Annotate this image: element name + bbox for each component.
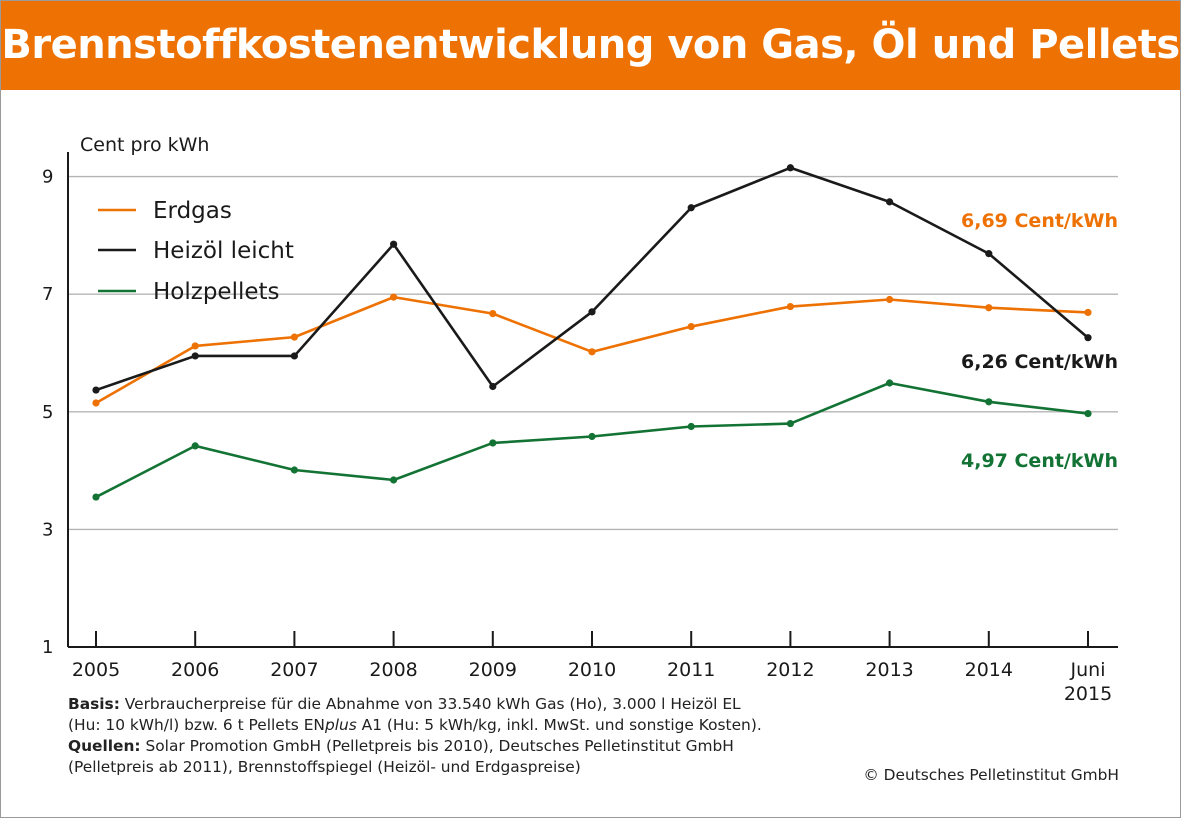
x-tick-label-3: 2008 (369, 659, 417, 681)
y-tick-label-7: 7 (42, 284, 53, 305)
legend-label-holzpellets: Holzpellets (153, 279, 280, 305)
data-point-erdgas-4 (489, 310, 497, 318)
x-tick-label-10-line1: 2015 (1064, 683, 1112, 705)
data-point-heiz-l-leicht-1 (191, 352, 199, 360)
end-label-holzpellets: 4,97 Cent/kWh (961, 450, 1118, 472)
data-point-erdgas-2 (290, 333, 298, 341)
x-tick-label-7: 2012 (766, 659, 814, 681)
basis-text-2a: (Hu: 10 kWh/l) bzw. 6 t Pellets EN (68, 716, 325, 734)
legend-label-heiz-l-leicht: Heizöl leicht (153, 238, 294, 264)
basis-line-1: Basis: Verbraucherpreise für die Abnahme… (68, 694, 848, 715)
end-label-erdgas: 6,69 Cent/kWh (961, 210, 1118, 232)
data-point-heiz-l-leicht-3 (390, 240, 398, 248)
x-tick-label-8: 2013 (865, 659, 913, 681)
data-point-erdgas-0 (92, 399, 100, 407)
data-point-heiz-l-leicht-9 (985, 250, 993, 258)
data-point-heiz-l-leicht-10 (1084, 334, 1092, 342)
data-point-heiz-l-leicht-0 (92, 386, 100, 394)
data-point-holzpellets-9 (985, 398, 993, 406)
data-point-holzpellets-5 (588, 432, 596, 441)
data-point-erdgas-7 (786, 302, 795, 311)
basis-label: Basis: (68, 695, 120, 713)
data-point-erdgas-3 (390, 293, 398, 301)
sources-text-1: Solar Promotion GmbH (Pelletpreis bis 20… (145, 737, 734, 755)
y-tick-label-9: 9 (42, 167, 53, 188)
chart-title: Brennstoffkostenentwicklung von Gas, Öl … (1, 22, 1180, 68)
legend-label-erdgas: Erdgas (153, 198, 232, 224)
data-point-erdgas-1 (191, 342, 199, 350)
basis-text-1: Verbraucherpreise für die Abnahme von 33… (124, 695, 741, 713)
data-point-erdgas-8 (886, 295, 894, 304)
basis-line-2: (Hu: 10 kWh/l) bzw. 6 t Pellets ENplus A… (68, 715, 848, 736)
data-point-heiz-l-leicht-4 (489, 382, 497, 391)
x-tick-label-10-line0: Juni (1070, 659, 1106, 681)
data-point-holzpellets-6 (687, 422, 695, 431)
title-banner: Brennstoffkostenentwicklung von Gas, Öl … (1, 1, 1180, 90)
basis-text-2b: A1 (Hu: 5 kWh/kg, inkl. MwSt. und sonsti… (356, 716, 762, 734)
x-tick-label-6: 2011 (667, 659, 715, 681)
data-point-holzpellets-8 (886, 379, 894, 387)
data-point-erdgas-5 (588, 348, 596, 356)
footnotes: Basis: Verbraucherpreise für die Abnahme… (68, 694, 848, 778)
data-point-heiz-l-leicht-5 (588, 308, 596, 316)
end-label-heiz-l-leicht: 6,26 Cent/kWh (961, 351, 1118, 373)
data-point-erdgas-6 (687, 322, 695, 331)
x-tick-label-0: 2005 (72, 659, 120, 681)
sources-line-1: Quellen: Solar Promotion GmbH (Pelletpre… (68, 736, 848, 757)
x-tick-label-1: 2006 (171, 659, 219, 681)
data-point-heiz-l-leicht-8 (886, 198, 894, 206)
x-tick-label-2: 2007 (270, 659, 318, 681)
data-point-erdgas-9 (985, 304, 993, 312)
data-point-holzpellets-3 (390, 476, 398, 484)
data-point-erdgas-10 (1084, 308, 1092, 317)
x-tick-label-5: 2010 (568, 659, 616, 681)
data-point-holzpellets-1 (191, 442, 199, 450)
data-point-heiz-l-leicht-2 (290, 352, 298, 360)
data-point-holzpellets-4 (489, 439, 497, 447)
data-point-heiz-l-leicht-6 (687, 204, 695, 212)
y-tick-label-1: 1 (42, 637, 53, 658)
sources-line-2: (Pelletpreis ab 2011), Brennstoffspiegel… (68, 757, 848, 778)
data-point-holzpellets-10 (1084, 409, 1092, 418)
sources-label: Quellen: (68, 737, 141, 755)
data-point-holzpellets-2 (290, 466, 298, 474)
y-axis-label: Cent pro kWh (80, 134, 209, 156)
y-tick-label-3: 3 (42, 519, 53, 540)
sources-text-2: (Pelletpreis ab 2011), Brennstoffspiegel… (68, 758, 581, 776)
y-tick-label-5: 5 (42, 402, 53, 423)
data-point-holzpellets-0 (92, 493, 100, 501)
x-tick-label-9: 2014 (965, 659, 1013, 681)
copyright-notice: © Deutsches Pelletinstitut GmbH (863, 766, 1119, 784)
data-point-holzpellets-7 (786, 419, 795, 428)
basis-text-2-italic: plus (324, 716, 357, 734)
data-point-heiz-l-leicht-7 (786, 164, 795, 172)
x-tick-label-4: 2009 (469, 659, 517, 681)
